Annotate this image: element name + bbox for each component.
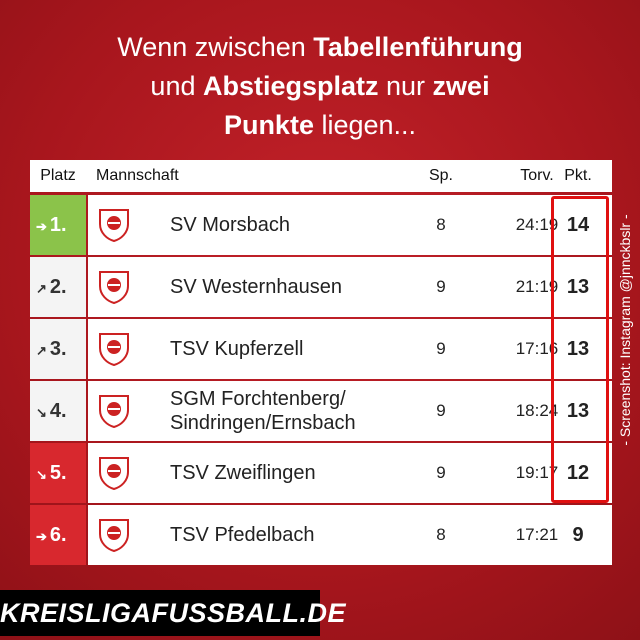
team-name-text: TSV Zweiflingen [170,462,316,484]
team-name-text: TSV Kupferzell [170,338,304,360]
points: 14 [566,214,590,236]
goal-difference: 18:24 [515,401,559,420]
column-header: Platz [30,160,86,192]
column-header: Sp. [416,160,466,192]
team-name-text: SV Westernhausen [170,276,342,298]
team-name: TSV Kupferzell [170,319,400,379]
headline-text: Wenn zwischen [117,32,314,62]
team-cell: TSV Kupferzell 9 17:16 13 [88,319,612,379]
rank-cell: ↘ 4. [30,381,86,441]
team-cell: SGM Forchtenberg/ Sindringen/Ernsbach 9 18… [88,381,612,441]
headline-text: zwei [432,71,490,101]
trend-arrow: ➔ [36,529,47,544]
headline-text: Abstiegsplatz [202,71,379,101]
rank-cell: ↘ 5. [30,443,86,503]
goal-difference: 21:19 [515,277,559,296]
team-name: TSV Zweiflingen [170,443,400,503]
rank: 3. [49,338,67,360]
rank: 5. [49,462,67,484]
points: 13 [566,338,590,360]
headline-line: Punkte liegen... [0,106,640,145]
team-name-text: SGM Forchtenberg/ Sindringen/Ernsbach [170,388,356,434]
team-logo [99,457,129,491]
rank-cell: ➔ 1. [30,195,86,255]
column-header: Mannschaft [96,160,296,192]
team-name: SV Morsbach [170,195,400,255]
team-cell: SV Westernhausen 9 21:19 13 [88,257,612,317]
table-row: ↘ 4. SGM Forchtenberg/ Sindringen/Ernsbach… [30,381,612,441]
rank: 4. [49,400,67,422]
goal-difference: 19:17 [515,463,559,482]
points: 13 [566,276,590,298]
table-row: ↗ 3. TSV Kupferzell 9 17:16 13 [30,319,612,379]
table-row: ➔ 1. SV Morsbach 8 24:19 14 [30,195,612,255]
trend-arrow: ↘ [36,467,47,482]
games-played: 9 [436,463,446,482]
table-row: ↘ 5. TSV Zweiflingen 9 19:17 12 [30,443,612,503]
credit: - Screenshot: Instagram @jnnckbslr - [617,214,633,446]
rank-cell: ➔ 6. [30,505,86,565]
team-name-text: TSV Pfedelbach [170,524,315,546]
team-name: TSV Pfedelbach [170,505,400,565]
points: 13 [566,400,590,422]
headline-line: Wenn zwischen Tabellenführung [0,28,640,67]
headline-text: und [150,71,203,101]
team-cell: TSV Pfedelbach 8 17:21 9 [88,505,612,565]
headline-text: nur [378,71,433,101]
team-logo [99,209,129,243]
headline-text: Tabellenführung [313,32,523,62]
games-played: 9 [436,339,446,358]
rank: 1. [49,214,67,236]
points: 9 [572,524,584,546]
team-cell: SV Morsbach 8 24:19 14 [88,195,612,255]
team-logo [99,333,129,367]
rank-cell: ↗ 3. [30,319,86,379]
table-row: ↗ 2. SV Westernhausen 9 21:19 13 [30,257,612,317]
footer-brand: KREISLIGAFUSSBALL.DE [0,590,346,636]
games-played: 9 [436,401,446,420]
column-header: Pkt. [560,160,596,192]
goal-difference: 17:21 [515,525,559,544]
trend-arrow: ↘ [36,405,47,420]
games-played: 9 [436,277,446,296]
team-name: SV Westernhausen [170,257,400,317]
team-logo [99,395,129,429]
table-row: ➔ 6. TSV Pfedelbach 8 17:21 9 [30,505,612,565]
goal-difference: 17:16 [515,339,559,358]
headline: Wenn zwischen Tabellenführung und Abstieg… [0,28,640,145]
team-name: SGM Forchtenberg/ Sindringen/Ernsbach [170,381,400,441]
headline-line: und Abstiegsplatz nur zwei [0,67,640,106]
trend-arrow: ↗ [36,281,47,296]
games-played: 8 [436,525,446,544]
games-played: 8 [436,215,446,234]
rank: 2. [49,276,67,298]
trend-arrow: ↗ [36,343,47,358]
rank-cell: ↗ 2. [30,257,86,317]
rank: 6. [49,524,67,546]
highlight-box [551,196,609,503]
team-cell: TSV Zweiflingen 9 19:17 12 [88,443,612,503]
headline-text: liegen... [313,110,417,140]
points: 12 [566,462,590,484]
headline-text: Punkte [223,110,314,140]
trend-arrow: ➔ [36,219,47,234]
goal-difference: 24:19 [515,215,559,234]
team-name-text: SV Morsbach [170,214,291,236]
team-logo [99,271,129,305]
team-logo [99,519,129,553]
